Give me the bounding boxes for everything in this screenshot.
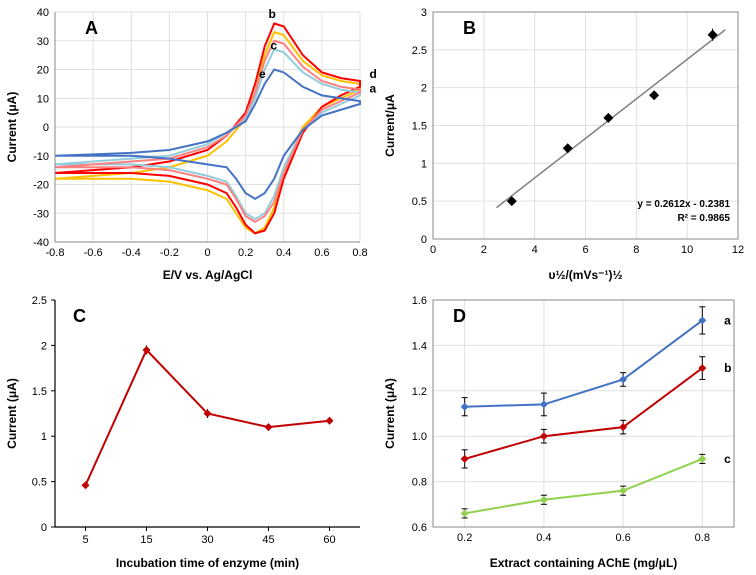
svg-text:0.6: 0.6 <box>615 532 630 544</box>
svg-text:c: c <box>724 451 731 465</box>
svg-text:0.6: 0.6 <box>412 522 427 534</box>
panel-letter-B: B <box>463 18 476 38</box>
scatter-point <box>708 30 718 40</box>
svg-text:0: 0 <box>430 244 436 256</box>
svg-text:a: a <box>370 82 377 96</box>
svg-text:5: 5 <box>82 534 88 546</box>
svg-text:0.8: 0.8 <box>695 532 710 544</box>
ylabel-D: Current (μA) <box>383 378 397 449</box>
series-c <box>465 458 703 512</box>
svg-text:0.2: 0.2 <box>457 532 472 544</box>
figure-grid: -0.8-0.6-0.4-0.200.20.40.60.8-40-30-20-1… <box>0 0 756 575</box>
svg-text:10: 10 <box>681 244 693 256</box>
svg-text:3: 3 <box>421 7 427 19</box>
svg-text:1.4: 1.4 <box>412 340 427 352</box>
svg-text:-0.2: -0.2 <box>160 247 179 259</box>
svg-text:b: b <box>724 361 731 375</box>
svg-text:30: 30 <box>201 534 213 546</box>
ylabel-C: Current (μA) <box>5 378 19 449</box>
svg-text:1.0: 1.0 <box>412 431 427 443</box>
svg-text:d: d <box>370 67 377 81</box>
svg-text:1.2: 1.2 <box>412 385 427 397</box>
svg-text:12: 12 <box>732 244 744 256</box>
panel-C: 0 0.5 1 1.5 2 2.5 5 15 30 45 60 Incubation time of … <box>0 288 378 575</box>
svg-text:45: 45 <box>262 534 274 546</box>
svg-text:0.2: 0.2 <box>238 247 253 259</box>
svg-text:0.5: 0.5 <box>32 476 47 488</box>
svg-text:1: 1 <box>41 431 47 443</box>
svg-text:0.6: 0.6 <box>314 247 329 259</box>
panel-letter-C: C <box>73 306 86 326</box>
svg-text:-0.4: -0.4 <box>122 247 141 259</box>
panel-letter-D: D <box>453 306 466 326</box>
svg-text:0: 0 <box>204 247 210 259</box>
svg-text:-30: -30 <box>33 208 49 220</box>
fit-equation: y = 0.2612x - 0.2381 <box>637 199 730 210</box>
svg-text:2: 2 <box>481 244 487 256</box>
svg-text:10: 10 <box>37 93 49 105</box>
svg-text:a: a <box>724 313 731 327</box>
svg-text:2: 2 <box>421 83 427 95</box>
svg-text:0: 0 <box>421 234 427 246</box>
scatter-point <box>563 143 573 153</box>
svg-text:1: 1 <box>421 158 427 170</box>
svg-text:2: 2 <box>41 340 47 352</box>
svg-text:40: 40 <box>37 7 49 19</box>
svg-text:8: 8 <box>633 244 639 256</box>
svg-text:c: c <box>270 38 277 52</box>
svg-text:0.8: 0.8 <box>352 247 367 259</box>
svg-text:1.5: 1.5 <box>412 121 427 133</box>
svg-text:0: 0 <box>43 122 49 134</box>
panel-letter-A: A <box>85 18 98 38</box>
svg-text:-20: -20 <box>33 180 49 192</box>
svg-text:1.5: 1.5 <box>32 385 47 397</box>
ylabel-A: Current (μA) <box>5 92 19 163</box>
svg-text:2.5: 2.5 <box>32 295 47 307</box>
panel-D: 0.2 0.4 0.6 0.8 0.6 0.8 1.0 1.2 1.4 1.6 Extract co… <box>378 288 756 575</box>
svg-text:-40: -40 <box>33 237 49 249</box>
ylabel-B: Current/μA <box>383 94 397 157</box>
svg-text:0.4: 0.4 <box>536 532 551 544</box>
panel-A: -0.8-0.6-0.4-0.200.20.40.60.8-40-30-20-1… <box>0 0 378 288</box>
svg-text:-10: -10 <box>33 151 49 163</box>
svg-text:1.6: 1.6 <box>412 295 427 307</box>
svg-text:4: 4 <box>532 244 538 256</box>
svg-text:15: 15 <box>140 534 152 546</box>
svg-text:0.5: 0.5 <box>412 196 427 208</box>
svg-text:b: b <box>269 7 276 21</box>
xlabel-C: Incubation time of enzyme (min) <box>116 556 299 570</box>
scatter-point <box>649 90 659 100</box>
scatter-point <box>603 113 613 123</box>
xlabel-A: E/V vs. Ag/AgCl <box>163 268 253 282</box>
svg-text:20: 20 <box>37 65 49 77</box>
svg-text:0.4: 0.4 <box>276 247 291 259</box>
series-b <box>465 368 703 459</box>
svg-text:0.8: 0.8 <box>412 476 427 488</box>
svg-text:60: 60 <box>323 534 335 546</box>
fit-r2: R² = 0.9865 <box>677 213 730 224</box>
xlabel-B: υ½/(mVs⁻¹)½ <box>548 268 622 282</box>
svg-text:e: e <box>259 67 266 81</box>
svg-text:6: 6 <box>582 244 588 256</box>
svg-text:-0.6: -0.6 <box>84 247 103 259</box>
svg-text:0: 0 <box>41 522 47 534</box>
svg-text:30: 30 <box>37 36 49 48</box>
xlabel-D: Extract containing AChE (mg/μL) <box>490 556 678 570</box>
svg-text:2.5: 2.5 <box>412 45 427 57</box>
panel-B: 0 2 4 6 8 10 12 0 0.5 1 1.5 2 2.5 3 υ½/(mVs⁻¹)½ Current… <box>378 0 756 288</box>
